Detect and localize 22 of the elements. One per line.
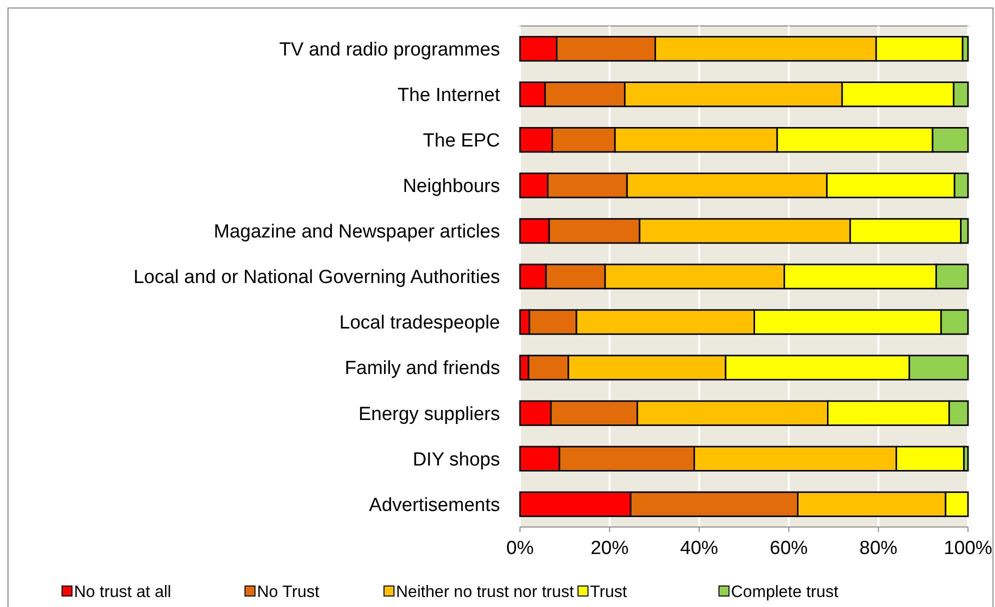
x-tick-label: 80% <box>859 538 898 559</box>
y-tick-label: The EPC <box>422 130 500 152</box>
y-tick-label: Magazine and Newspaper articles <box>214 222 500 243</box>
legend-label: No Trust <box>257 582 320 601</box>
y-tick-label: The Internet <box>398 84 501 106</box>
x-tick-label: 60% <box>770 538 808 559</box>
legend-label: Trust <box>590 582 628 601</box>
y-tick-label: DIY shops <box>412 449 500 470</box>
legend-label: Neither no trust nor trust <box>396 582 574 601</box>
y-tick-label: Energy suppliers <box>358 404 500 425</box>
y-tick-label: Family and friends <box>344 358 500 380</box>
legend-label: Complete trust <box>731 582 839 601</box>
y-tick-label: Advertisements <box>369 494 500 516</box>
x-tick-label: 0% <box>506 538 534 559</box>
y-tick-label: TV and radio programmes <box>279 39 500 60</box>
x-tick-label: 20% <box>590 538 629 559</box>
x-tick-label: 100% <box>944 538 992 559</box>
legend-label: No trust at all <box>74 582 172 601</box>
y-tick-label: Local and or National Governing Authorities <box>133 267 500 288</box>
y-tick-label: Local tradespeople <box>339 312 500 334</box>
x-tick-label: 40% <box>680 538 718 559</box>
y-tick-label: Neighbours <box>402 176 500 198</box>
